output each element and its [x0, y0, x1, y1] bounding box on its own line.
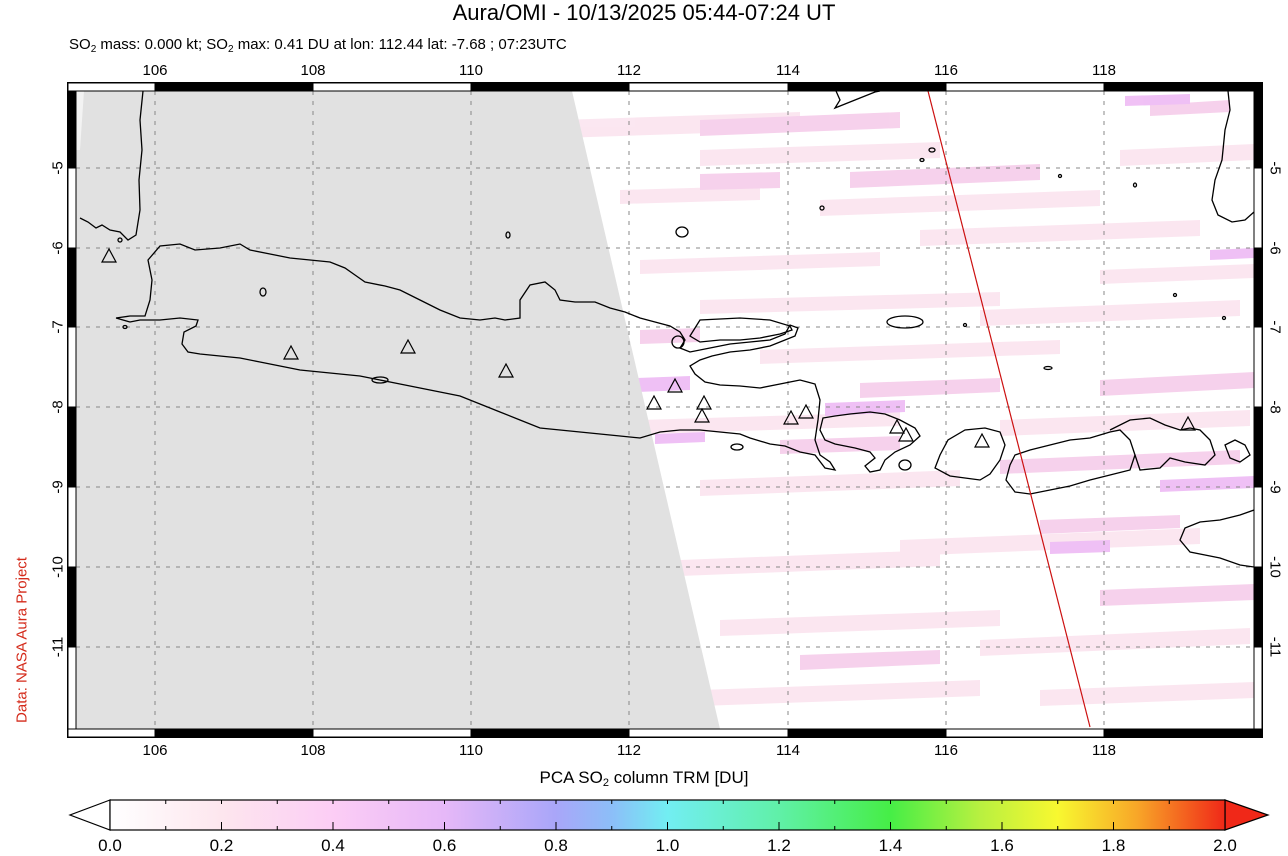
volcano-triangle-icon: [399, 338, 417, 354]
volcano-triangle-icon: [1179, 415, 1197, 431]
lon-tick-bottom: 112: [617, 742, 641, 759]
lat-tick-left: -6: [49, 241, 67, 255]
lon-tick-top: 112: [617, 62, 641, 79]
volcano-markers: [100, 247, 1197, 448]
colorbar-max-arrow: [1224, 799, 1270, 831]
colorbar-tick: 0.4: [321, 836, 345, 855]
volcano-triangle-icon: [797, 403, 815, 419]
lat-tick-left: -9: [49, 480, 67, 494]
volcano-triangle-icon: [695, 394, 713, 410]
lat-tick-left: -10: [49, 556, 67, 578]
lon-tick-bottom: 110: [459, 742, 483, 759]
volcano-triangle-icon: [693, 407, 711, 423]
lat-tick-right: -7: [1266, 320, 1284, 334]
colorbar-tick: 1.6: [990, 836, 1014, 855]
colorbar-min-arrow: [68, 799, 111, 831]
lat-tick-left: -11: [49, 636, 67, 658]
map-frame: [67, 82, 1263, 738]
lat-tick-left: -8: [49, 400, 67, 414]
lon-tick-top: 110: [459, 62, 483, 79]
colorbar-tick: 0.6: [432, 836, 457, 855]
lon-tick-bottom: 106: [142, 742, 168, 759]
lat-tick-right: -9: [1266, 480, 1284, 494]
volcano-triangle-icon: [497, 362, 515, 378]
volcano-triangle-icon: [888, 418, 906, 434]
so2-swath-pixels: [560, 94, 1254, 706]
lon-tick-top: 114: [776, 62, 800, 79]
lat-tick-left: -5: [49, 161, 67, 175]
lon-tick-bottom: 108: [300, 742, 326, 759]
colorbar-tick: 1.8: [1101, 836, 1126, 855]
lon-tick-bottom: 114: [776, 742, 800, 759]
colorbar-tick: 2.0: [1213, 836, 1237, 855]
volcano-triangle-icon: [100, 247, 118, 263]
lon-tick-bottom: 116: [934, 742, 958, 759]
lat-tick-right: -8: [1266, 400, 1284, 414]
lon-tick-top: 106: [142, 62, 168, 79]
lat-tick-right: -6: [1266, 241, 1284, 255]
colorbar-label: PCA SO2 column TRM [DU]: [539, 768, 749, 789]
lat-tick-left: -7: [49, 320, 67, 334]
volcano-triangle-icon: [897, 426, 915, 442]
lat-tick-right: -11: [1266, 636, 1284, 658]
volcano-triangle-icon: [973, 432, 991, 448]
no-data-region: [76, 91, 720, 729]
lat-tick-right: -5: [1266, 161, 1284, 175]
orbit-track-line: [927, 91, 1091, 728]
lon-tick-top: 118: [1092, 62, 1116, 79]
map-subtitle: SO2 mass: 0.000 kt; SO2 max: 0.41 DU at …: [69, 36, 567, 55]
lon-tick-top: 108: [300, 62, 326, 79]
volcano-triangle-icon: [282, 344, 300, 360]
volcano-triangle-icon: [782, 409, 800, 425]
colorbar-tick: 0.0: [98, 836, 122, 855]
graticule: [76, 91, 1254, 729]
volcano-triangle-icon: [645, 394, 663, 410]
colorbar-tick: 1.2: [767, 836, 791, 855]
volcano-triangle-icon: [666, 377, 684, 393]
data-credit: Data: NASA Aura Project: [13, 557, 31, 723]
colorbar-tick: 1.4: [878, 836, 903, 855]
colorbar-tick: 0.2: [209, 836, 234, 855]
colorbar: [68, 799, 1270, 831]
map-title: Aura/OMI - 10/13/2025 05:44-07:24 UT: [452, 0, 836, 25]
colorbar-tick: 0.8: [544, 836, 568, 855]
lon-tick-bottom: 118: [1092, 742, 1116, 759]
colorbar-tick: 1.0: [655, 836, 680, 855]
coastlines: [79, 91, 1254, 568]
lat-tick-right: -10: [1266, 556, 1284, 578]
lon-tick-top: 116: [934, 62, 958, 79]
